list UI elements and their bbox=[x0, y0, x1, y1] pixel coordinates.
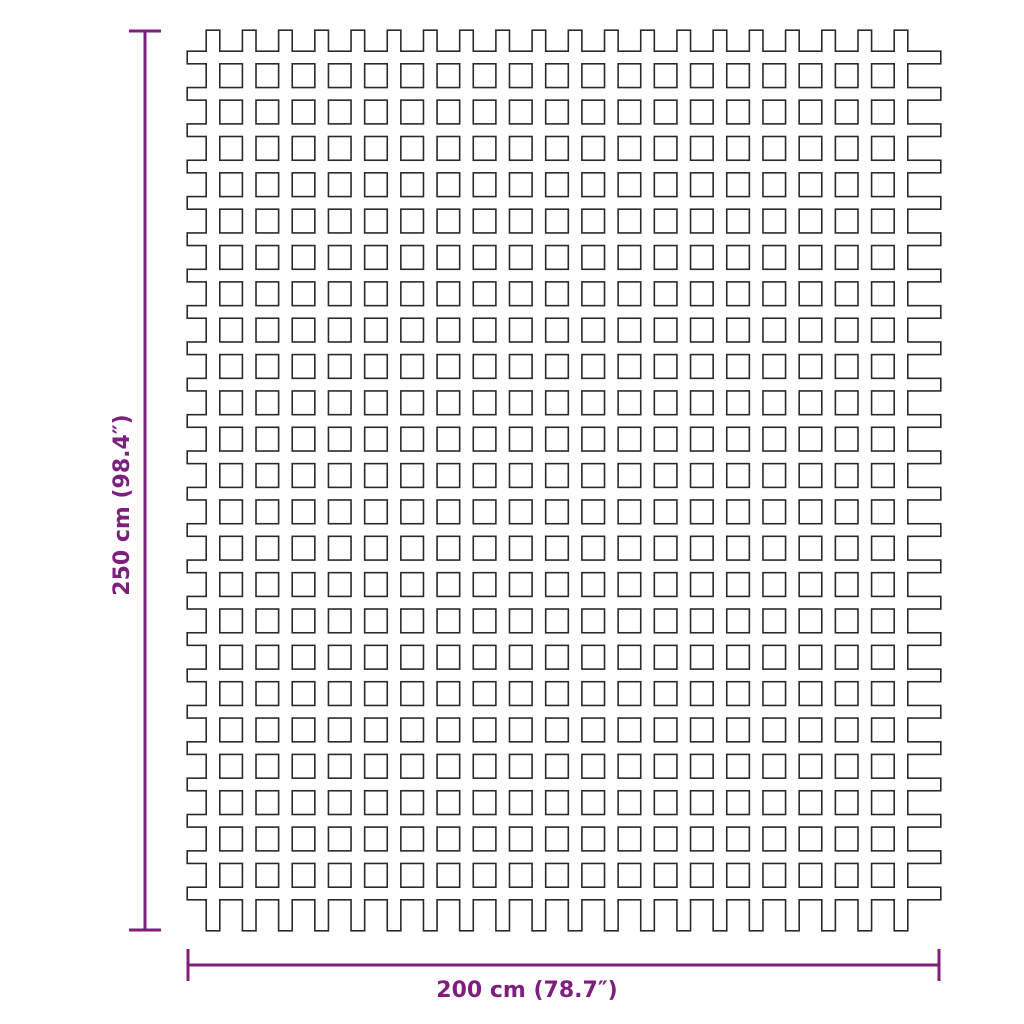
horizontal-bar bbox=[188, 778, 940, 790]
horizontal-bar bbox=[188, 88, 940, 100]
width-label: 200 cm (78.7″) bbox=[436, 978, 617, 1003]
vertical-bar bbox=[822, 31, 835, 930]
vertical-bar bbox=[569, 31, 582, 930]
horizontal-bar bbox=[188, 524, 940, 536]
horizontal-bar bbox=[188, 342, 940, 354]
height-label: 250 cm (98.4″) bbox=[110, 414, 135, 595]
horizontal-bar bbox=[188, 233, 940, 245]
vertical-bar bbox=[388, 31, 401, 930]
vertical-bar bbox=[315, 31, 328, 930]
vertical-bar bbox=[641, 31, 654, 930]
vertical-bar bbox=[858, 31, 871, 930]
vertical-bar bbox=[786, 31, 799, 930]
vertical-bar bbox=[279, 31, 292, 930]
horizontal-bar bbox=[188, 415, 940, 427]
horizontal-bar bbox=[188, 669, 940, 681]
vertical-bar bbox=[496, 31, 509, 930]
horizontal-bar bbox=[188, 197, 940, 209]
vertical-bar bbox=[351, 31, 364, 930]
horizontal-bar bbox=[188, 488, 940, 500]
horizontal-bar bbox=[188, 742, 940, 754]
horizontal-bar bbox=[188, 706, 940, 718]
horizontal-bar bbox=[188, 888, 940, 899]
vertical-bar bbox=[895, 31, 907, 930]
horizontal-bar bbox=[188, 851, 940, 863]
horizontal-bar bbox=[188, 597, 940, 609]
horizontal-bar bbox=[188, 52, 940, 63]
horizontal-bar bbox=[188, 451, 940, 463]
horizontal-bar bbox=[188, 379, 940, 391]
vertical-bar bbox=[243, 31, 256, 930]
horizontal-bar bbox=[188, 633, 940, 645]
horizontal-bar bbox=[188, 124, 940, 136]
vertical-bar bbox=[207, 31, 219, 930]
horizontal-bar bbox=[188, 161, 940, 173]
vertical-bar bbox=[605, 31, 618, 930]
vertical-bar bbox=[460, 31, 473, 930]
mat-fill bbox=[188, 31, 940, 930]
vertical-bar bbox=[677, 31, 690, 930]
horizontal-bar bbox=[188, 306, 940, 318]
vertical-bar bbox=[424, 31, 437, 930]
horizontal-bar bbox=[188, 270, 940, 282]
horizontal-bar bbox=[188, 815, 940, 827]
vertical-bar bbox=[713, 31, 726, 930]
vertical-bar bbox=[532, 31, 545, 930]
vertical-bar bbox=[750, 31, 763, 930]
horizontal-bar bbox=[188, 560, 940, 572]
